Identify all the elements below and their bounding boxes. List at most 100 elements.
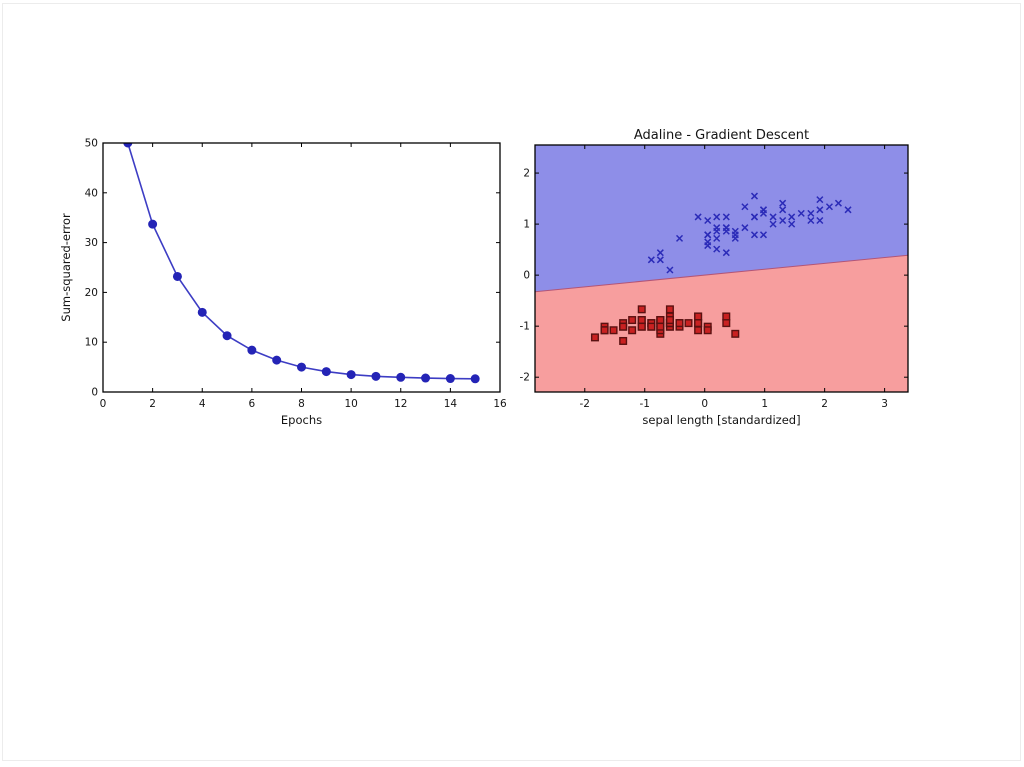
scatter-cross xyxy=(779,206,787,214)
scatter-cross xyxy=(769,220,777,228)
scatter-cross xyxy=(750,213,759,221)
scatter-cross xyxy=(750,231,759,239)
cost-point xyxy=(222,331,232,341)
scatter-square xyxy=(656,322,665,331)
scatter-square xyxy=(656,316,665,325)
scatter-cross xyxy=(788,220,796,228)
scatter-cross xyxy=(816,206,824,214)
scatter-cross xyxy=(666,266,674,274)
x-tick-label: 12 xyxy=(394,398,407,410)
y-tick-label: -1 xyxy=(520,321,530,333)
scatter-square xyxy=(600,326,609,335)
x-tick-label: 0 xyxy=(701,398,708,410)
scatter-cross xyxy=(713,224,721,232)
cost-point xyxy=(371,371,381,381)
cost-line xyxy=(127,143,476,380)
scatter-square xyxy=(694,319,703,328)
x-tick-label: 0 xyxy=(100,398,107,410)
cost-point xyxy=(272,355,282,365)
axes: 0 2 4 6 8 10 12 14 16 0 10 20 30 40 50 Epochs Sum-square… xyxy=(59,138,507,428)
scatter-square xyxy=(590,333,599,342)
axes: -2 -1 0 1 2 3 -2 -1 0 1 2 sepal length [standardize… xyxy=(520,128,909,427)
scatter-square xyxy=(619,322,628,331)
scatter-cross xyxy=(704,216,712,225)
scatter-cross xyxy=(704,231,712,239)
x-axis-label: sepal length [standardized] xyxy=(642,413,800,427)
scatter-cross xyxy=(722,227,730,235)
scatter-square xyxy=(647,322,656,331)
series-versicolor-crosses xyxy=(647,192,852,274)
cost-curve-svg: 0 2 4 6 8 10 12 14 16 0 10 20 30 40 50 Epochs Sum-square… xyxy=(59,138,507,428)
scatter-cross xyxy=(713,213,721,221)
cost-curve-plot: 0 2 4 6 8 10 12 14 16 0 10 20 30 40 50 Epochs Sum-square… xyxy=(55,125,515,440)
scatter-square xyxy=(665,305,674,314)
scatter-cross xyxy=(656,256,664,264)
scatter-cross xyxy=(834,199,842,207)
scatter-square xyxy=(628,326,637,335)
y-tick-label: 10 xyxy=(85,337,98,349)
decision-region-plot: -2 -1 0 1 2 3 -2 -1 0 1 2 sepal length [standardize… xyxy=(515,116,935,446)
y-tick-label: -2 xyxy=(520,372,530,384)
y-tick-label: 0 xyxy=(91,387,98,399)
x-tick-label: 6 xyxy=(249,398,256,410)
cost-point xyxy=(247,345,257,355)
x-tick-label: 3 xyxy=(881,398,888,410)
x-tick-label: -1 xyxy=(639,398,649,410)
scatter-cross xyxy=(816,196,824,204)
scatter-square xyxy=(694,312,703,321)
scatter-cross xyxy=(759,209,768,217)
scatter-cross xyxy=(722,249,730,257)
scatter-square xyxy=(731,329,740,338)
y-tick-label: 20 xyxy=(85,287,98,299)
series-setosa-squares xyxy=(590,305,740,345)
scatter-cross xyxy=(722,213,730,221)
scatter-cross xyxy=(807,216,815,225)
decision-regions xyxy=(534,145,909,392)
scatter-cross xyxy=(844,206,852,214)
scatter-cross xyxy=(731,231,739,239)
scatter-cross xyxy=(656,249,664,257)
scatter-cross xyxy=(750,192,759,200)
scatter-square xyxy=(684,319,693,328)
scatter-cross xyxy=(816,216,824,225)
scatter-cross xyxy=(675,234,684,242)
y-tick-label: 0 xyxy=(523,270,530,282)
scatter-cross xyxy=(694,213,702,221)
cost-point xyxy=(148,219,158,229)
scatter-square xyxy=(703,326,712,335)
scatter-cross xyxy=(779,216,787,225)
region-blue xyxy=(535,145,908,292)
scatter-cross xyxy=(713,234,721,242)
x-tick-label: 4 xyxy=(199,398,206,410)
scatter-cross xyxy=(759,231,768,239)
x-tick-label: 1 xyxy=(761,398,768,410)
x-tick-label: 8 xyxy=(298,398,305,410)
scatter-square xyxy=(628,316,637,325)
scatter-square xyxy=(722,312,731,321)
x-tick-label: 2 xyxy=(821,398,828,410)
x-axis-label: Epochs xyxy=(281,413,322,427)
x-tick-label: 10 xyxy=(344,398,357,410)
scatter-cross xyxy=(713,245,721,253)
cost-point xyxy=(470,374,480,384)
x-tick-label: 16 xyxy=(493,398,507,410)
x-tick-label: -2 xyxy=(580,398,590,410)
scatter-square xyxy=(619,336,628,345)
decision-region-svg: -2 -1 0 1 2 3 -2 -1 0 1 2 sepal length [standardize… xyxy=(520,128,909,427)
scatter-cross xyxy=(769,213,777,221)
region-red xyxy=(535,255,908,392)
cost-point xyxy=(172,271,182,281)
scatter-cross xyxy=(788,213,796,221)
y-axis-label: Sum-squared-error xyxy=(59,213,73,322)
scatter-square xyxy=(637,305,646,314)
cost-point xyxy=(297,362,306,372)
x-tick-label: 14 xyxy=(444,398,458,410)
scatter-square xyxy=(675,319,684,328)
cost-point xyxy=(396,372,406,382)
y-tick-label: 2 xyxy=(523,168,530,180)
scatter-cross xyxy=(741,224,749,232)
scatter-square xyxy=(665,316,674,325)
cost-point xyxy=(321,367,331,377)
cost-point xyxy=(123,143,133,148)
